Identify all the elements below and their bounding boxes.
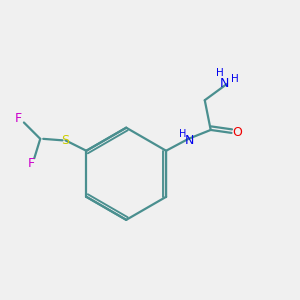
Text: N: N [185,134,194,146]
Text: F: F [14,112,22,124]
Text: N: N [219,77,229,90]
Text: F: F [28,157,35,170]
Text: H: H [216,68,224,78]
Text: H: H [231,74,239,83]
Text: O: O [232,126,242,140]
Text: H: H [179,129,187,140]
Text: S: S [61,134,70,147]
